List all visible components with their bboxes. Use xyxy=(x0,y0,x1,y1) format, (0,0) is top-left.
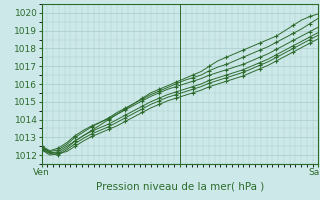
X-axis label: Pression niveau de la mer( hPa ): Pression niveau de la mer( hPa ) xyxy=(96,181,264,191)
